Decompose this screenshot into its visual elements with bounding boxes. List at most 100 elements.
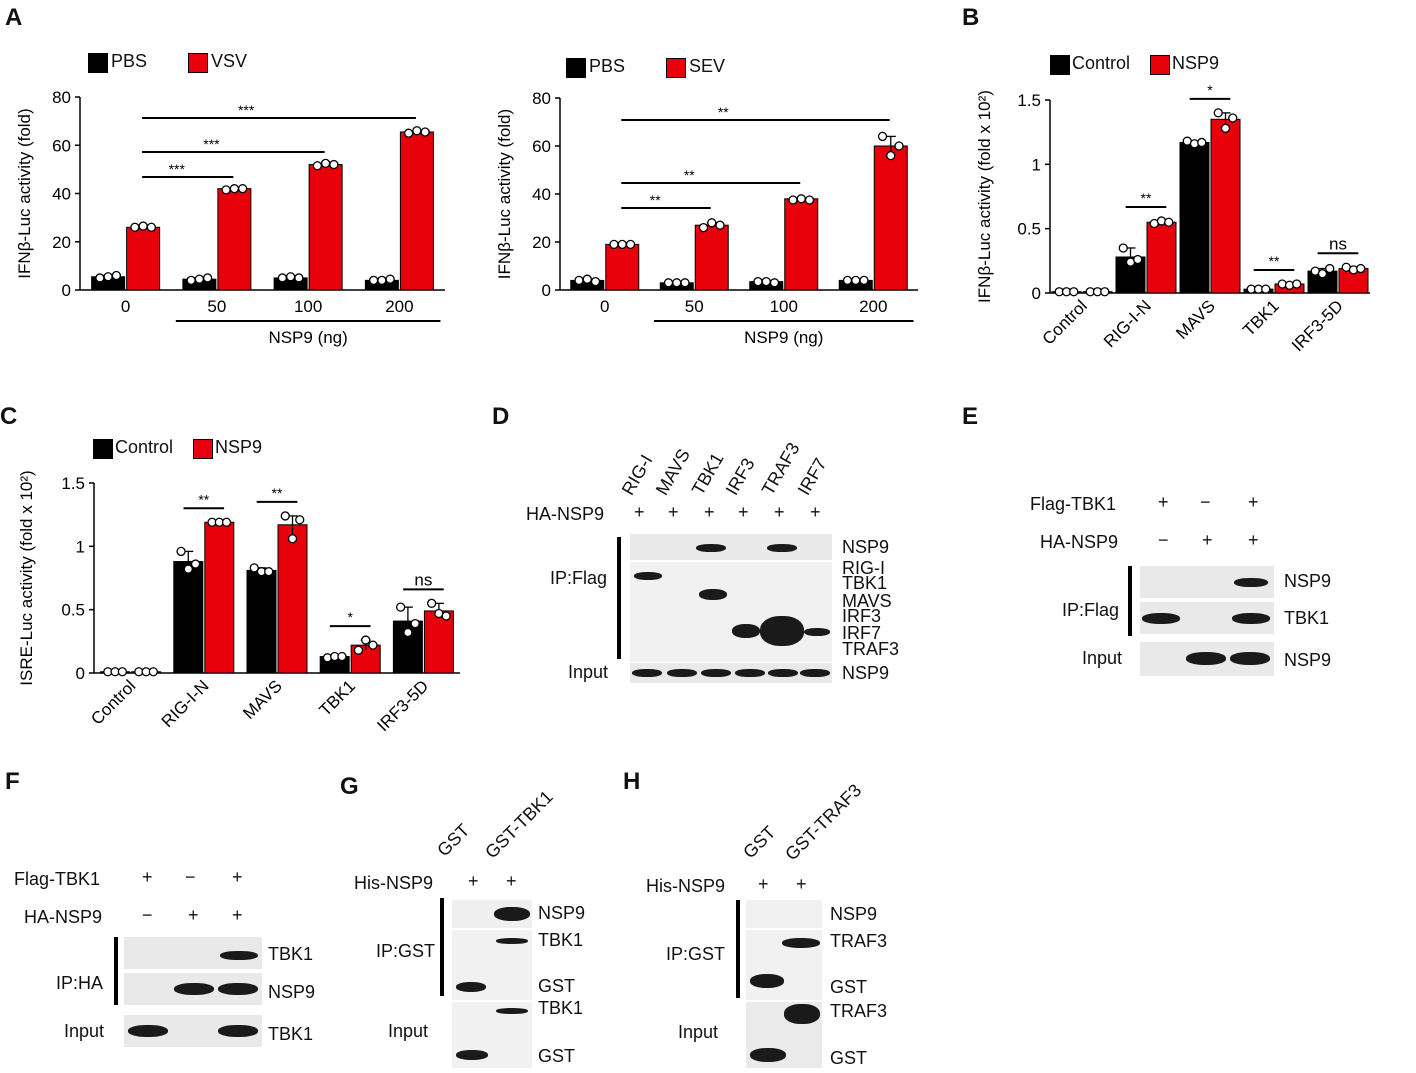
data-point	[1325, 263, 1335, 274]
significance-label: ***	[169, 161, 186, 177]
data-point	[582, 274, 592, 284]
blot-tbk1	[124, 937, 262, 969]
data-point	[715, 220, 725, 230]
data-point	[138, 221, 148, 231]
y-tick-label: 80	[532, 89, 551, 108]
x-tick-label: IRF3-5D	[373, 676, 432, 735]
panel-letter-c: C	[0, 403, 18, 430]
data-point	[680, 278, 690, 288]
band	[782, 938, 820, 948]
band	[800, 669, 830, 677]
sign: +	[668, 502, 679, 522]
panel-letter-e: E	[962, 403, 979, 430]
x-tick-label: RIG-I-N	[158, 676, 213, 731]
significance-label: *	[1207, 82, 1213, 98]
band	[496, 1008, 528, 1014]
bar-vsv	[308, 164, 343, 291]
blot-input-nsp9	[1140, 642, 1274, 676]
significance-label: **	[684, 167, 695, 183]
band	[220, 951, 258, 960]
sign: +	[506, 871, 517, 891]
data-point	[176, 546, 186, 557]
data-point	[385, 274, 395, 284]
panel-letter-g: G	[340, 773, 359, 800]
ip-gst-label: IP:GST	[666, 944, 726, 964]
blot-nsp9	[630, 534, 832, 560]
data-point	[186, 275, 196, 286]
input-label: Input	[568, 662, 609, 682]
data-point	[851, 275, 861, 286]
band	[768, 669, 798, 677]
sign: +	[1202, 530, 1213, 550]
label-mavs: MAVS	[842, 591, 892, 611]
significance-label: **	[1269, 253, 1280, 269]
band	[1186, 652, 1226, 665]
label-irf3: IRF3	[842, 606, 882, 626]
ip-flag-label: IP:Flag	[550, 568, 608, 588]
legend-label-nsp9: NSP9	[215, 437, 263, 457]
y-axis-label: IFNβ-Luc activity (fold)	[495, 109, 514, 279]
panel-letter-h: H	[623, 768, 641, 795]
sign: +	[738, 502, 749, 522]
legend-swatch-control	[1050, 55, 1070, 75]
band	[634, 572, 662, 580]
ip-ha-label: IP:HA	[56, 973, 104, 993]
label-input-nsp9: NSP9	[842, 663, 890, 683]
band	[1234, 578, 1268, 587]
bar-nsp9	[1146, 221, 1177, 294]
sign: +	[758, 874, 769, 894]
sign: +	[232, 905, 243, 925]
data-point	[663, 278, 674, 288]
band	[174, 983, 214, 995]
data-point	[886, 150, 896, 161]
panel-letter-d: D	[492, 403, 510, 430]
chart-b-ifnb-activators: 0 0.5 1 1.5 IFNβ-Luc activity (fold x 10²) Co…	[975, 82, 1370, 355]
x-tick-label: 200	[859, 297, 887, 316]
data-point	[1118, 243, 1128, 253]
band	[494, 907, 530, 921]
legend-a2: PBS SEV	[566, 55, 766, 79]
data-point	[403, 128, 414, 138]
significance-label: **	[1141, 190, 1152, 206]
data-point	[111, 270, 122, 281]
band	[1142, 613, 1180, 624]
significance-label: **	[650, 192, 661, 208]
band	[750, 974, 784, 988]
y-tick-label: 20	[52, 233, 71, 252]
legend-swatch-vsv	[188, 53, 208, 73]
data-point	[859, 275, 869, 286]
y-axis-label: ISRE-Luc activity (fold x 10²)	[17, 470, 36, 685]
label-tbk1: TBK1	[538, 930, 584, 950]
significance-label: ns	[1329, 234, 1347, 253]
blot-ip-gst	[746, 930, 822, 1000]
blot-ip-gst	[452, 930, 532, 1000]
data-point	[441, 611, 451, 621]
x-tick-label: 100	[294, 297, 322, 316]
significance-label: **	[718, 104, 729, 120]
legend-label-nsp9: NSP9	[1172, 53, 1220, 73]
ha-nsp9-label: HA-NSP9	[1040, 532, 1119, 552]
blot-nsp9	[124, 973, 262, 1005]
data-point	[190, 559, 201, 569]
x-tick-label: TBK1	[316, 676, 360, 720]
ip-bracket	[1128, 566, 1132, 636]
input-label: Input	[388, 1021, 429, 1041]
bar-nsp9	[423, 610, 454, 674]
bar-control	[246, 569, 277, 674]
panel-letter-a: A	[5, 4, 23, 31]
data-point	[769, 278, 780, 288]
blot-input	[452, 1002, 532, 1068]
data-point	[146, 222, 157, 232]
x-tick-label: Control	[1039, 296, 1091, 348]
sign: +	[1248, 492, 1259, 512]
y-tick-label: 60	[52, 136, 71, 155]
bar-vsv	[217, 188, 252, 291]
legend-label-pbs: PBS	[589, 56, 626, 76]
lane-gst: GST	[433, 819, 474, 861]
y-tick-label: 0	[62, 281, 71, 300]
data-point	[377, 275, 387, 286]
data-point	[1069, 287, 1079, 297]
significance-label: ***	[238, 102, 255, 118]
significance-label: ns	[414, 570, 432, 589]
data-point	[1164, 217, 1174, 227]
